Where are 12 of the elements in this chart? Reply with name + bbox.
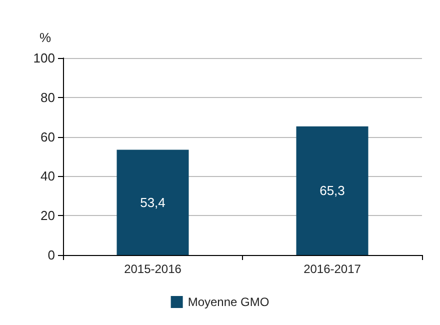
- legend-label: Moyenne GMO: [188, 295, 270, 309]
- y-axis-title: %: [39, 30, 52, 45]
- y-tick-label: 100: [33, 50, 55, 66]
- y-tick-label: 0: [48, 248, 55, 262]
- y-tick-label: 20: [40, 208, 55, 224]
- y-tick-label: 40: [40, 168, 55, 184]
- y-tick-label: 80: [40, 90, 55, 105]
- data-label: 53,4: [140, 194, 166, 210]
- data-label: 65,3: [320, 183, 345, 198]
- x-tick-label: 2015-2016: [124, 262, 182, 276]
- y-tick-label: 60: [40, 129, 55, 144]
- x-tick-label: 2016-2017: [304, 262, 362, 276]
